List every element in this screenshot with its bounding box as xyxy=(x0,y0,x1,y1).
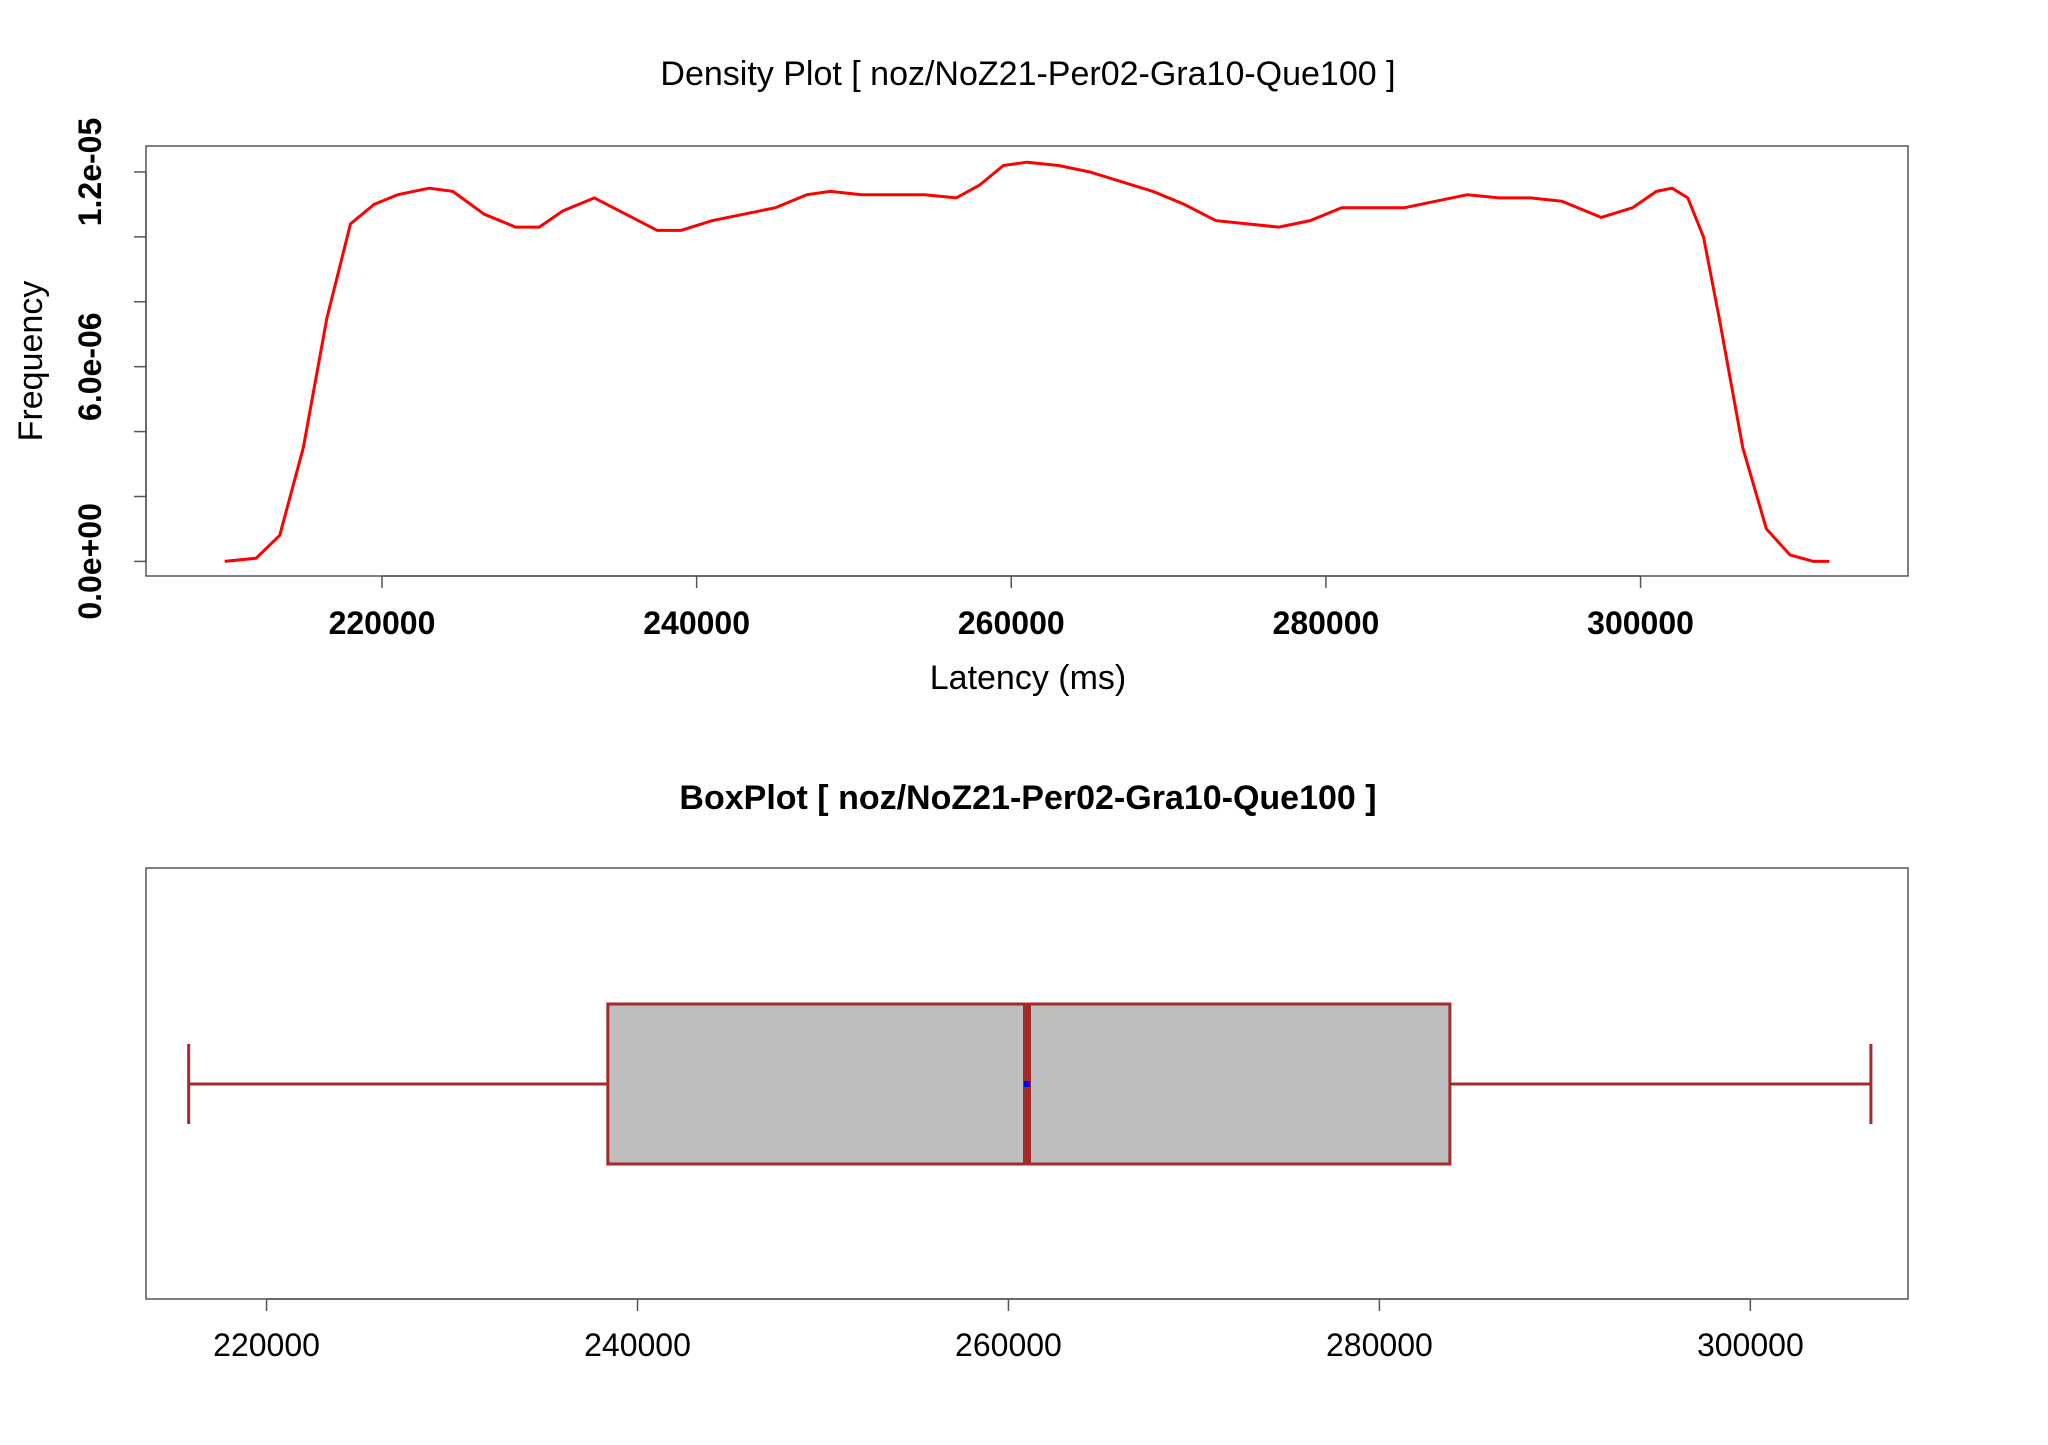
box-title: BoxPlot [ noz/NoZ21-Per02-Gra10-Que100 ] xyxy=(679,779,1376,817)
box-x-axis: 220000 240000 260000 280000 300000 xyxy=(213,1298,1804,1363)
density-x-tick-label: 280000 xyxy=(1273,605,1380,641)
box-x-tick-label: 280000 xyxy=(1326,1327,1433,1363)
density-plot: Density Plot [ noz/NoZ21-Per02-Gra10-Que… xyxy=(12,55,1909,697)
box-x-tick-label: 220000 xyxy=(213,1327,320,1363)
box-mean-marker xyxy=(1024,1081,1030,1087)
box-x-tick-label: 240000 xyxy=(584,1327,691,1363)
box-plot: BoxPlot [ noz/NoZ21-Per02-Gra10-Que100 ]… xyxy=(145,779,1909,1363)
density-y-axis-label: Frequency xyxy=(12,281,50,442)
density-x-tick-label: 260000 xyxy=(958,605,1065,641)
density-x-tick-label: 220000 xyxy=(329,605,436,641)
density-plot-frame xyxy=(145,145,1909,577)
density-y-tick-label: 6.0e-06 xyxy=(72,312,108,421)
density-title: Density Plot [ noz/NoZ21-Per02-Gra10-Que… xyxy=(660,55,1395,93)
density-x-tick-label: 240000 xyxy=(643,605,750,641)
density-y-tick-label: 1.2e-05 xyxy=(72,118,108,227)
density-x-axis-label: Latency (ms) xyxy=(930,659,1127,697)
density-y-tick-label: 0.0e+00 xyxy=(72,503,108,620)
box-x-tick-label: 260000 xyxy=(955,1327,1062,1363)
density-x-tick-label: 300000 xyxy=(1587,605,1694,641)
density-y-axis: 0.0e+00 6.0e-06 1.2e-05 xyxy=(72,118,147,620)
box-x-tick-label: 300000 xyxy=(1697,1327,1804,1363)
density-curve xyxy=(224,160,1830,563)
density-x-axis: 220000 240000 260000 280000 300000 xyxy=(329,575,1694,641)
